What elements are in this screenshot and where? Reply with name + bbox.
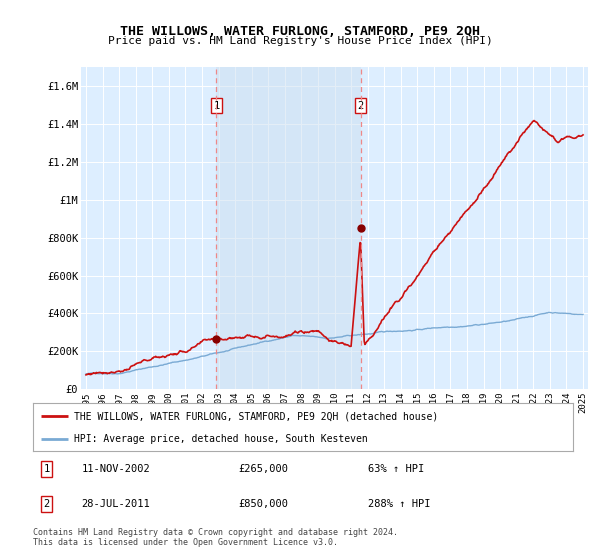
Text: 63% ↑ HPI: 63% ↑ HPI (368, 464, 424, 474)
Bar (217, 67, 361, 389)
Text: 1: 1 (213, 101, 220, 111)
Text: Price paid vs. HM Land Registry's House Price Index (HPI): Price paid vs. HM Land Registry's House … (107, 36, 493, 46)
Text: Contains HM Land Registry data © Crown copyright and database right 2024.
This d: Contains HM Land Registry data © Crown c… (33, 528, 398, 547)
Text: 11-NOV-2002: 11-NOV-2002 (82, 464, 151, 474)
Text: 288% ↑ HPI: 288% ↑ HPI (368, 499, 430, 509)
Text: HPI: Average price, detached house, South Kesteven: HPI: Average price, detached house, Sout… (74, 434, 367, 444)
Text: THE WILLOWS, WATER FURLONG, STAMFORD, PE9 2QH (detached house): THE WILLOWS, WATER FURLONG, STAMFORD, PE… (74, 411, 438, 421)
Text: 28-JUL-2011: 28-JUL-2011 (82, 499, 151, 509)
Text: 2: 2 (43, 499, 50, 509)
Text: THE WILLOWS, WATER FURLONG, STAMFORD, PE9 2QH: THE WILLOWS, WATER FURLONG, STAMFORD, PE… (120, 25, 480, 38)
Text: 2: 2 (358, 101, 364, 111)
Text: £265,000: £265,000 (238, 464, 288, 474)
Text: £850,000: £850,000 (238, 499, 288, 509)
Text: 1: 1 (43, 464, 50, 474)
